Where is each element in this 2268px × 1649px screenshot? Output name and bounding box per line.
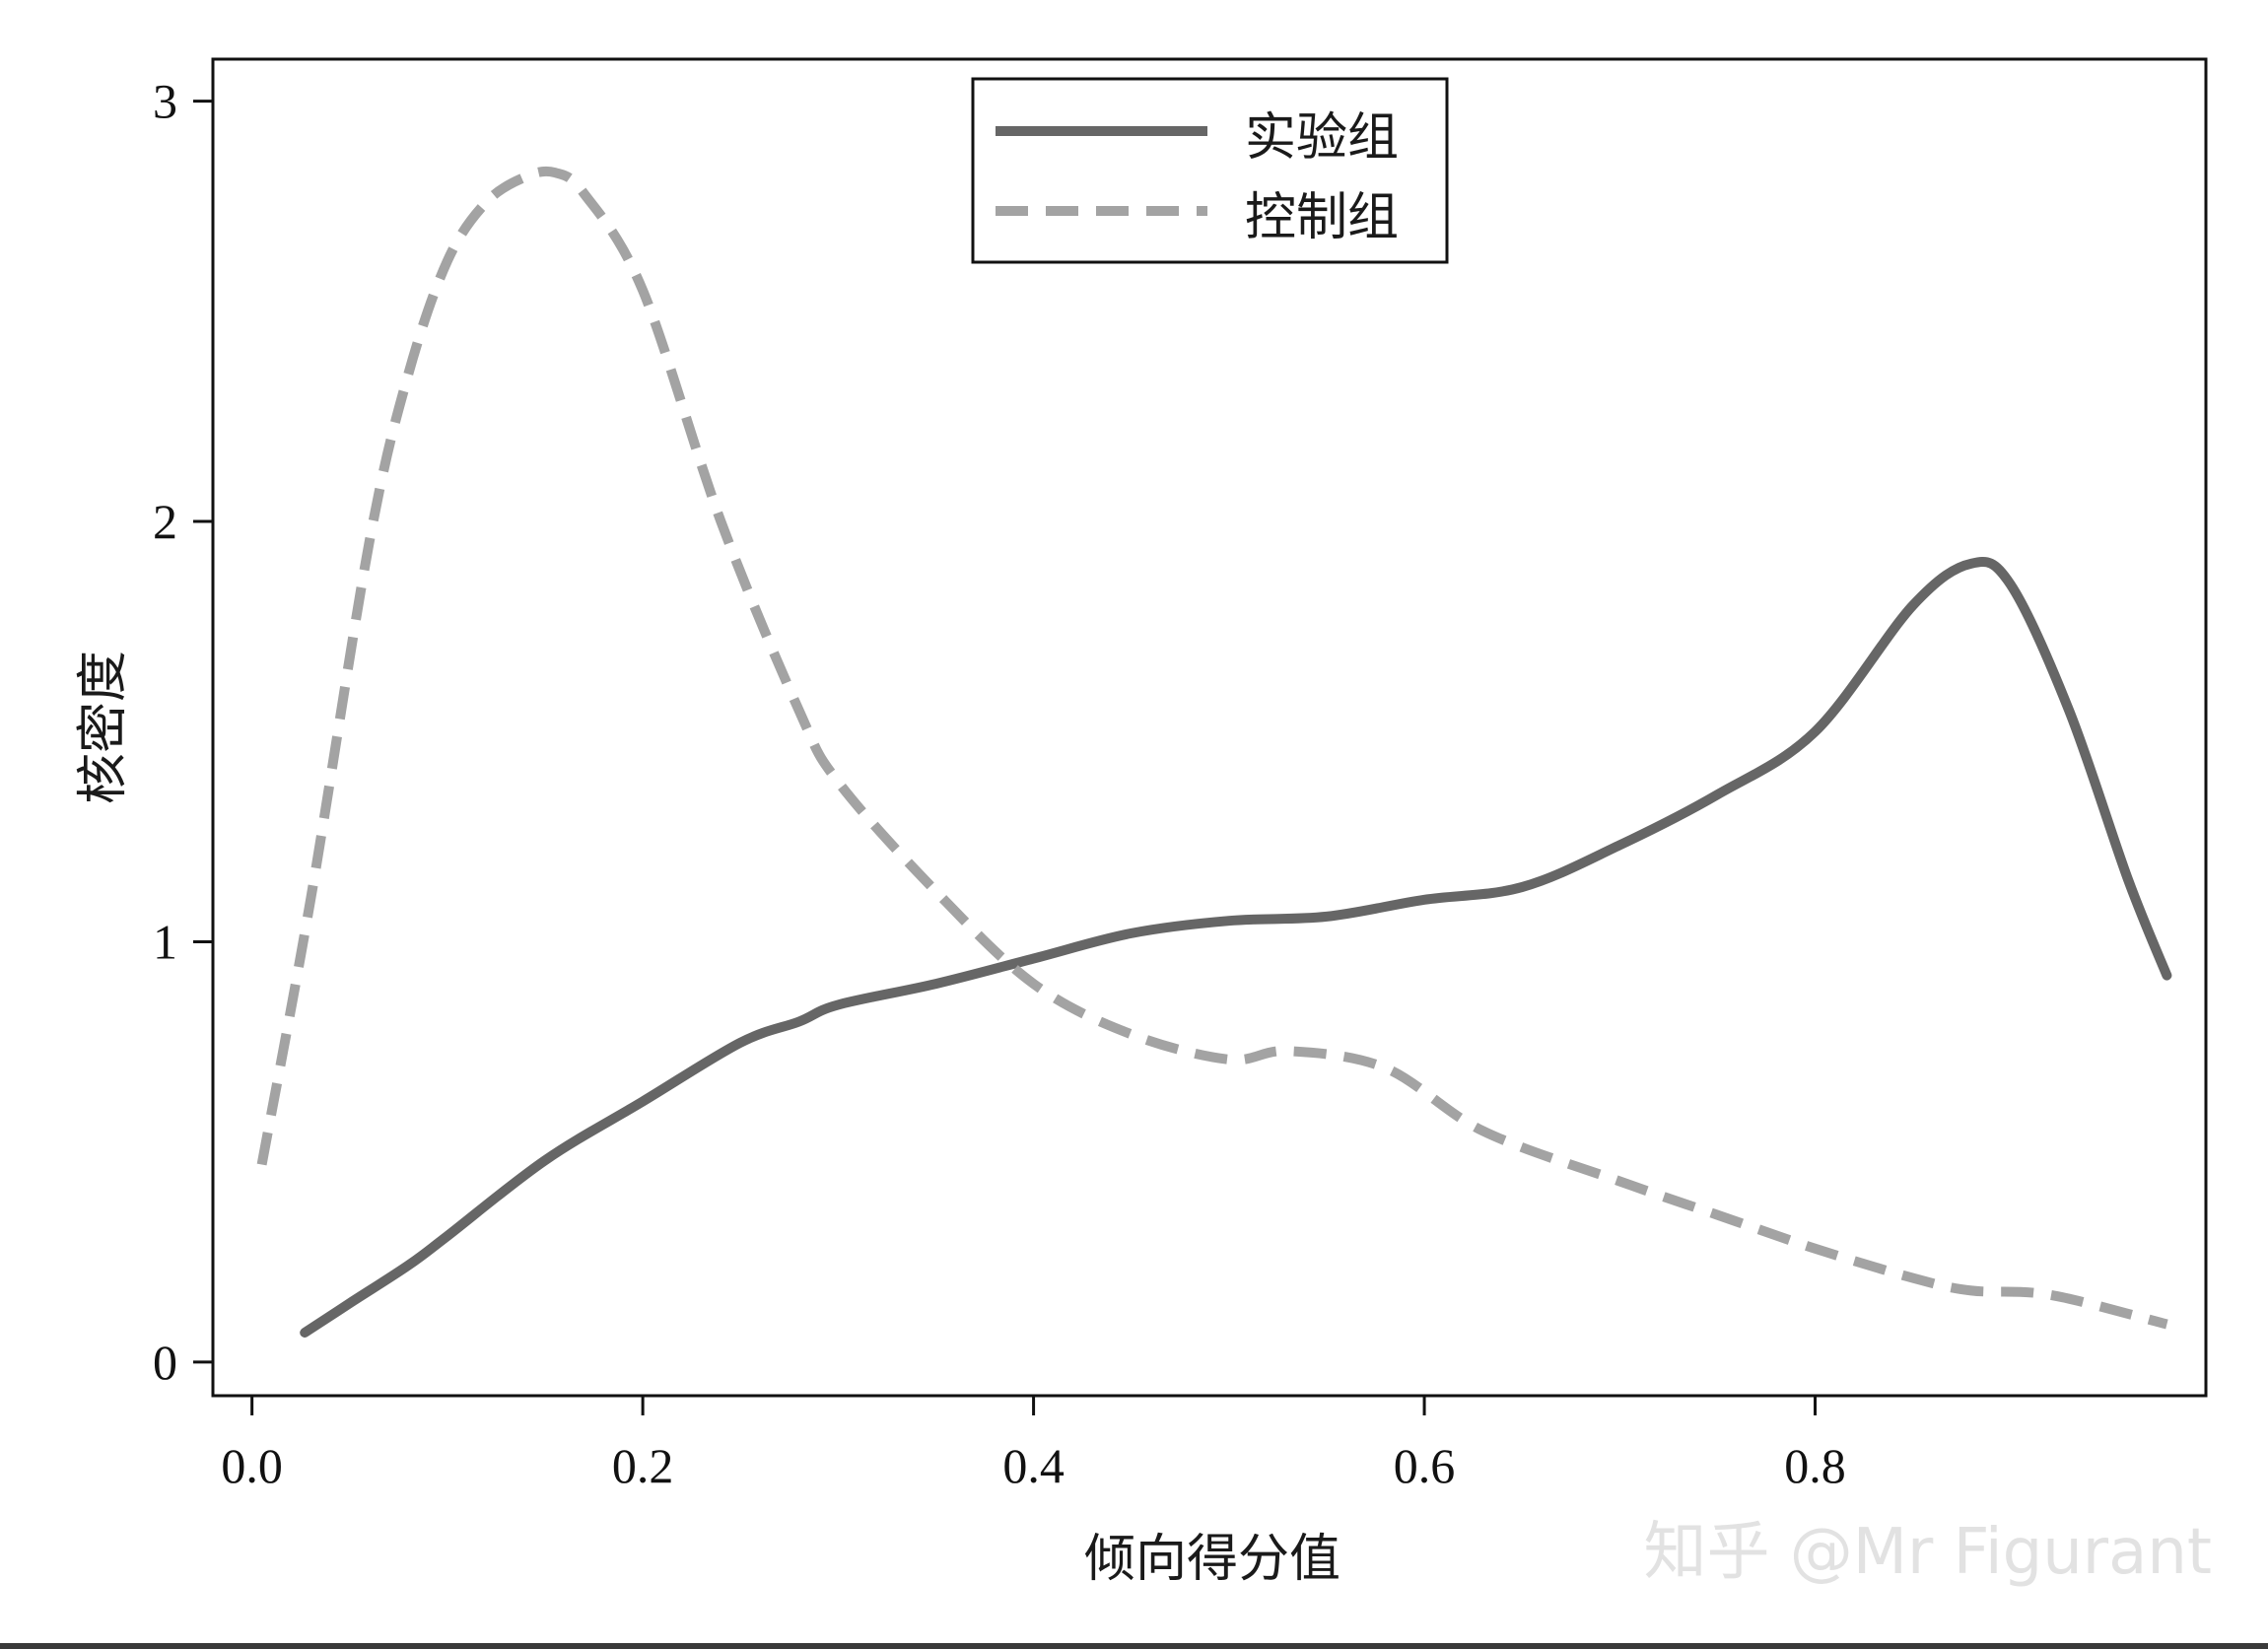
watermark: 知乎 @Mr Figurant <box>1643 1516 2212 1589</box>
series-line-2 <box>256 166 2168 1330</box>
y-axis: 0 1 2 3 <box>153 74 213 1390</box>
series-line-1 <box>300 557 2172 1338</box>
series-layer <box>256 166 2172 1338</box>
legend-label-series-1: 实验组 <box>1245 108 1399 168</box>
x-axis-title: 倾向得分值 <box>1084 1530 1340 1589</box>
x-tick-label: 0.0 <box>221 1438 283 1493</box>
y-tick-label: 0 <box>153 1335 177 1390</box>
legend: 实验组 控制组 <box>971 77 1449 264</box>
bottom-strip <box>0 1643 2268 1649</box>
x-tick-label: 0.2 <box>612 1438 674 1493</box>
legend-box <box>971 77 1449 264</box>
legend-label-series-2: 控制组 <box>1245 188 1399 247</box>
x-axis: 0.0 0.2 0.4 0.6 0.8 <box>221 1396 1846 1493</box>
x-tick-label: 0.6 <box>1394 1438 1456 1493</box>
y-tick-label: 3 <box>153 74 177 129</box>
x-tick-label: 0.4 <box>1002 1438 1065 1493</box>
y-axis-title: 核密度 <box>74 651 133 804</box>
y-tick-label: 2 <box>153 494 177 549</box>
x-tick-label: 0.8 <box>1784 1438 1846 1493</box>
plot-frame <box>211 57 2208 1398</box>
y-tick-label: 1 <box>153 914 177 969</box>
